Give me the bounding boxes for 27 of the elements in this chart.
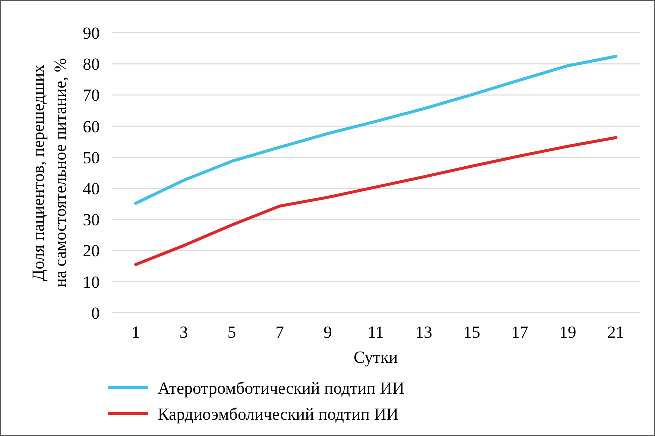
x-tick-label: 9 <box>324 323 332 342</box>
x-tick-label: 5 <box>228 323 236 342</box>
x-tick-label: 17 <box>512 323 529 342</box>
line-series <box>134 136 618 266</box>
legend-label: Атеротромботический подтип ИИ <box>158 378 405 398</box>
y-tick-label: 60 <box>83 117 100 136</box>
y-tick-label: 70 <box>83 86 100 106</box>
y-tick-label: 10 <box>83 272 100 292</box>
x-tick-label: 11 <box>368 323 384 342</box>
x-tick-label: 13 <box>416 323 432 342</box>
y-tick-label: 90 <box>83 24 100 43</box>
legend-label: Кардиоэмболический подтип ИИ <box>158 404 399 424</box>
y-tick-label: 50 <box>83 148 100 168</box>
line-series <box>134 55 618 205</box>
x-tick-label: 21 <box>608 323 624 342</box>
y-tick-label: 0 <box>92 304 100 323</box>
y-tick-label: 40 <box>83 180 100 199</box>
x-tick-label: 3 <box>180 323 188 342</box>
x-axis-title: Сутки <box>354 348 398 367</box>
x-tick-label: 1 <box>132 323 140 342</box>
y-axis-title: Доля пациентов, перешедших на самостоятельное питание, % <box>29 58 70 288</box>
x-tick-label: 19 <box>560 323 576 342</box>
x-tick-label: 15 <box>464 323 480 342</box>
y-tick-label: 30 <box>83 210 100 230</box>
y-tick-label: 80 <box>83 55 100 74</box>
x-tick-label: 7 <box>276 323 285 342</box>
y-tick-label: 20 <box>83 242 100 261</box>
